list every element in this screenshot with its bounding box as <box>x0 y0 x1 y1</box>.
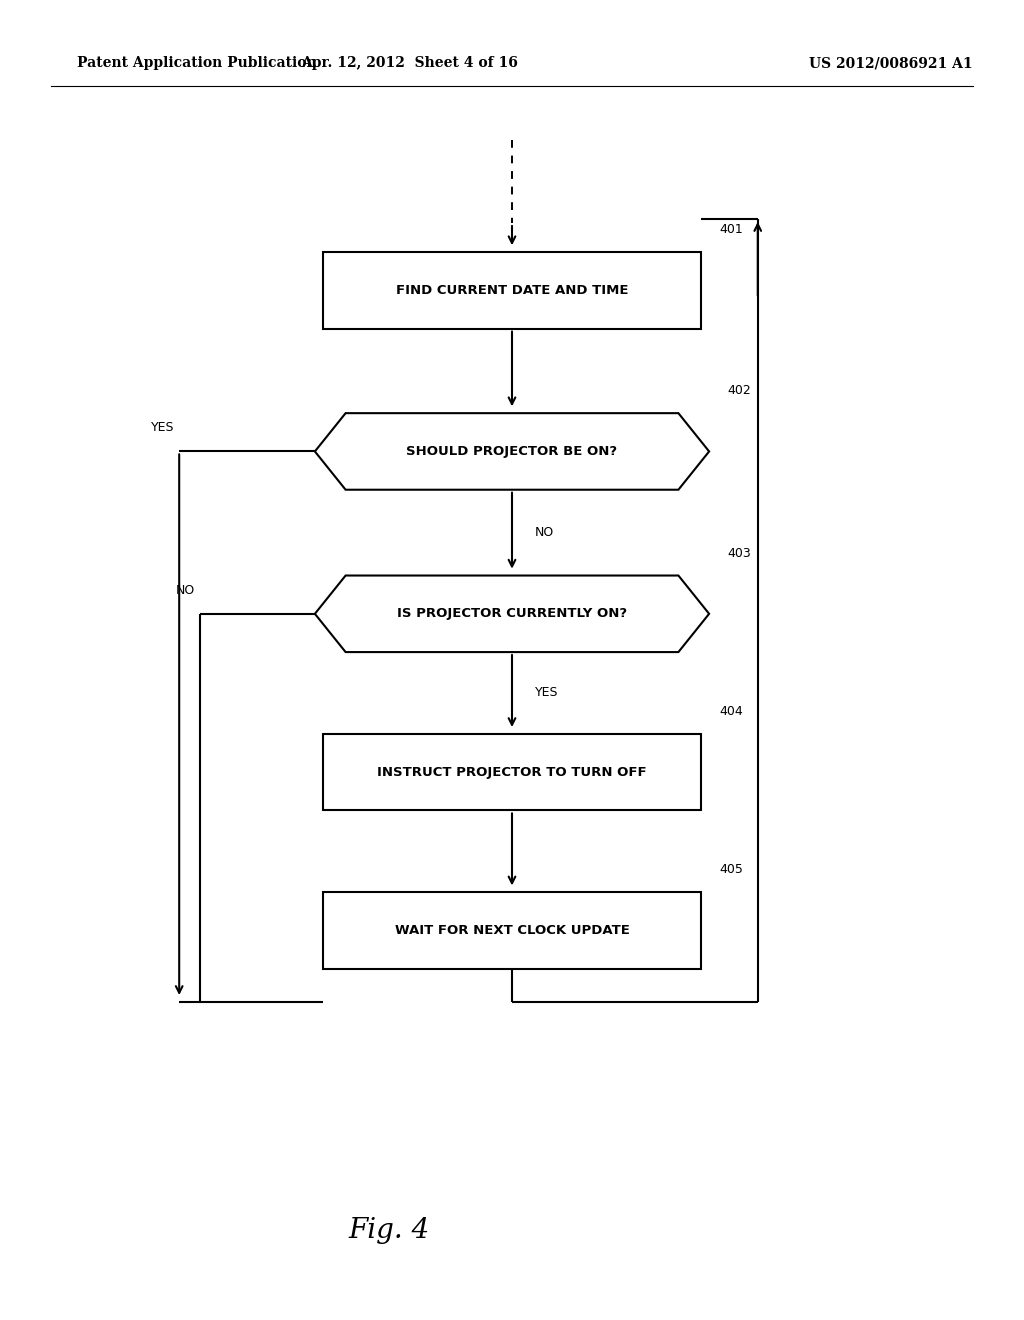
Text: SHOULD PROJECTOR BE ON?: SHOULD PROJECTOR BE ON? <box>407 445 617 458</box>
Bar <box>323 892 701 969</box>
Polygon shape <box>315 413 709 490</box>
Text: WAIT FOR NEXT CLOCK UPDATE: WAIT FOR NEXT CLOCK UPDATE <box>394 924 630 937</box>
Polygon shape <box>315 576 709 652</box>
Text: NO: NO <box>175 583 195 597</box>
Text: Patent Application Publication: Patent Application Publication <box>77 57 316 70</box>
Text: INSTRUCT PROJECTOR TO TURN OFF: INSTRUCT PROJECTOR TO TURN OFF <box>377 766 647 779</box>
Text: YES: YES <box>151 421 174 434</box>
Text: IS PROJECTOR CURRENTLY ON?: IS PROJECTOR CURRENTLY ON? <box>397 607 627 620</box>
Text: Fig. 4: Fig. 4 <box>348 1217 430 1243</box>
Bar <box>323 734 701 810</box>
Text: 403: 403 <box>727 546 752 560</box>
Text: FIND CURRENT DATE AND TIME: FIND CURRENT DATE AND TIME <box>395 284 629 297</box>
Text: 402: 402 <box>727 384 752 397</box>
Bar <box>323 252 701 329</box>
Text: YES: YES <box>535 686 558 700</box>
Text: NO: NO <box>535 527 554 539</box>
Text: US 2012/0086921 A1: US 2012/0086921 A1 <box>809 57 973 70</box>
Text: Apr. 12, 2012  Sheet 4 of 16: Apr. 12, 2012 Sheet 4 of 16 <box>301 57 518 70</box>
Text: 401: 401 <box>720 223 743 236</box>
Text: 404: 404 <box>720 705 743 718</box>
Text: 405: 405 <box>720 863 743 876</box>
